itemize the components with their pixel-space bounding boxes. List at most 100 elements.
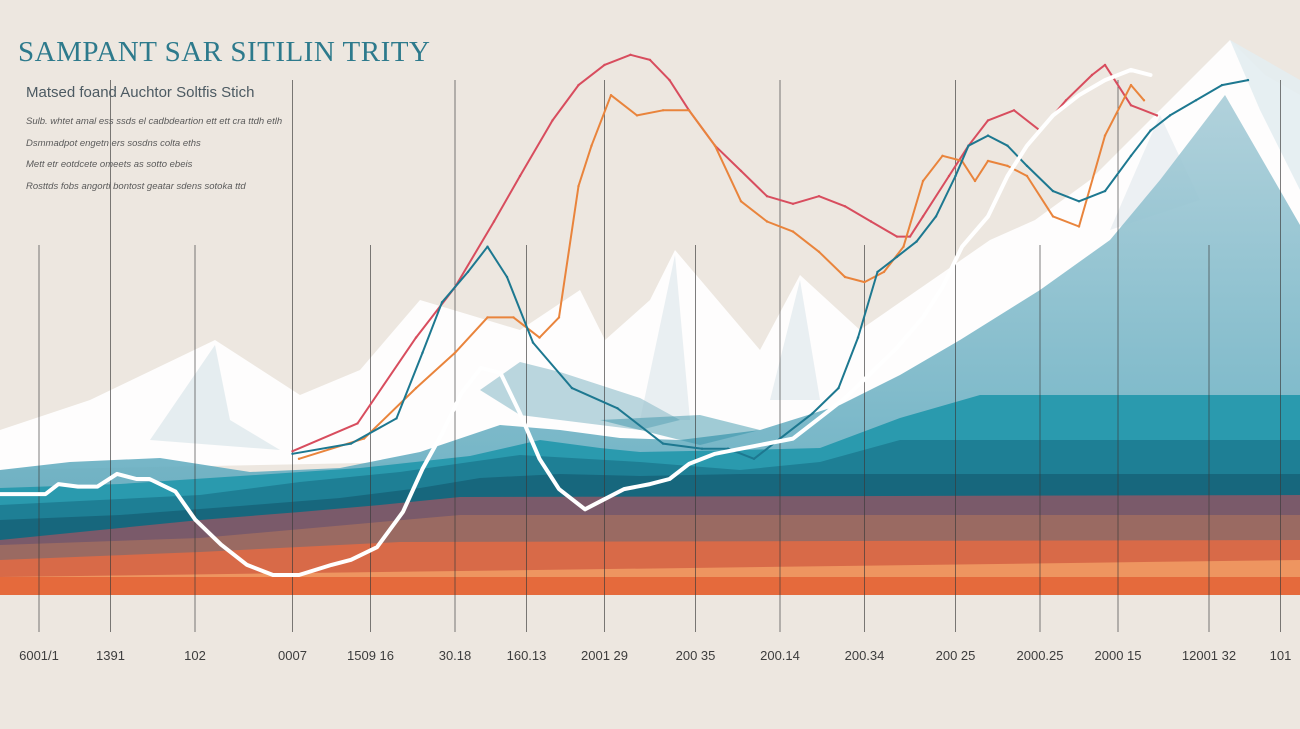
data-point-red [518,174,522,178]
gridlines [38,80,1281,632]
data-point-orange [557,316,561,319]
data-point-red [492,220,496,223]
data-point-red [1090,73,1094,77]
data-point-red [895,235,899,238]
data-point-orange [1025,174,1029,178]
data-point-red [921,215,925,218]
note-line: Mett etr eotdcete omeets as sotto ebeis [26,159,193,170]
note-line: Rosttds fobs angorti bontost geatar sden… [26,180,246,192]
chart-title: SAMPANT SAR SITILIN TRITY [18,36,431,68]
data-point-red [843,205,847,208]
data-point-orange [739,200,743,203]
x-tick-label: 200.14 [760,648,800,663]
data-point-teal [967,144,970,147]
data-point-orange [687,109,691,112]
data-point-teal [349,442,353,445]
data-point-teal [1220,83,1224,87]
data-point-teal [1006,144,1009,147]
data-point-orange [882,270,886,274]
data-point-red [1155,114,1159,117]
data-point-orange [921,179,925,183]
data-point-orange [590,144,593,147]
x-axis-labels: 6001/1 1391 102 0007 1509 16 30.18 160.13 2001 … [19,648,1291,663]
data-point-orange [577,184,580,188]
data-point-orange [902,245,905,248]
ridge [480,362,680,430]
x-tick-label: 0007 [278,648,307,663]
data-point-red [986,119,990,122]
data-point-red [908,235,912,238]
data-point-orange [486,316,489,319]
data-point-red [648,58,652,62]
x-tick-label: 2000.25 [1017,648,1064,663]
data-point-teal [395,417,398,420]
data-point-orange [512,316,515,319]
data-point-teal [1246,78,1250,82]
data-point-red [1103,63,1107,67]
note-line: Sulb. whtet amal ess ssds el cadbdeartio… [26,116,283,127]
data-point-orange [863,280,866,284]
data-point-red [668,78,671,82]
data-point-teal [570,386,574,390]
data-point-red [603,63,606,67]
peak-shadow [640,255,690,420]
data-point-orange [986,159,990,163]
data-point-orange [1103,134,1107,137]
data-point-teal [837,386,840,390]
data-point-orange [297,457,301,460]
data-point-orange [609,94,613,97]
data-point-red [291,450,294,453]
data-point-red [791,202,795,205]
x-tick-label: 101 [1270,648,1292,663]
data-point-orange [791,230,795,233]
data-point-orange [635,114,639,117]
data-point-orange [843,275,847,279]
data-point-red [577,83,580,87]
data-point-teal [531,341,535,344]
data-point-red [356,422,359,425]
data-point-teal [1194,99,1198,102]
series-lines [0,53,1250,577]
peak-shadow [770,280,820,400]
data-point-red [1012,109,1016,112]
data-point-teal [1168,114,1172,117]
data-point-orange [362,437,366,440]
data-point-teal [752,457,756,460]
stacked-bands [0,95,1300,595]
data-point-teal [1149,129,1152,132]
x-tick-label: 2001 29 [581,648,628,663]
data-point-orange [414,386,418,390]
x-tick-label: 6001/1 [19,648,59,663]
data-point-red [739,169,743,173]
data-point-teal [1025,164,1029,168]
band-orange-base [0,577,1300,595]
data-point-red [1129,104,1133,107]
chart-subtitle: Matsed foand Auchtor Soltfis Stich [26,84,255,101]
data-point-teal [986,134,990,137]
data-point-orange [973,179,977,183]
data-point-teal [1077,200,1081,203]
data-point-orange [1142,99,1146,102]
notes-block: Sulb. whtet amal ess ssds el cadbdeartio… [26,111,326,197]
x-tick-label: 200.34 [845,648,885,663]
data-point-teal [616,407,619,410]
peak-shadow [150,345,280,450]
data-point-teal [486,245,489,248]
data-point-teal [954,174,957,178]
data-point-teal [700,447,704,450]
data-point-orange [1006,164,1009,168]
data-point-teal [1051,189,1055,193]
data-point-red [414,336,418,339]
x-tick-label: 1391 [96,648,125,663]
data-point-teal [466,270,470,274]
x-tick-label: 160.13 [507,648,547,663]
data-point-orange [765,220,769,223]
data-point-red [869,220,873,223]
data-point-teal [895,255,899,258]
data-point-teal [934,215,938,218]
data-point-red [947,174,951,178]
data-point-orange [1051,215,1055,218]
data-point-teal [1103,189,1107,193]
data-point-orange [1077,225,1081,228]
ridge [600,415,760,445]
